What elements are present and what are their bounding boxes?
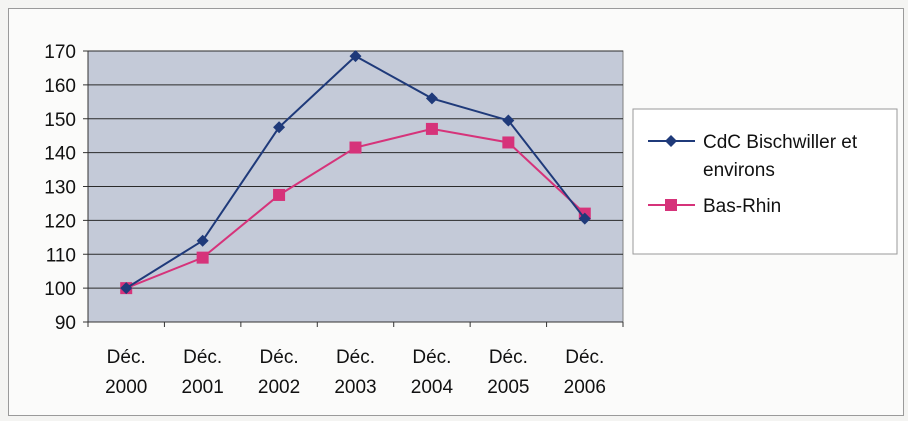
series-group — [120, 50, 591, 295]
x-tick-label: 2006 — [564, 377, 606, 398]
data-point — [502, 114, 515, 127]
y-tick-labels: 90 100 110 120 130 140 150 160 170 — [44, 42, 88, 334]
y-tick-label: 160 — [44, 76, 76, 97]
legend-label: Bas-Rhin — [703, 196, 781, 217]
y-tick-label: 100 — [44, 279, 76, 300]
x-tick-label: Déc. — [489, 347, 528, 368]
data-point — [349, 50, 362, 63]
y-tick-label: 150 — [44, 110, 76, 131]
legend-box — [632, 108, 898, 255]
x-tick-labels: Déc. 2000 Déc. 2001 Déc. 2002 Déc. 2003 Déc. 2004… — [87, 322, 624, 398]
x-tick-label: Déc. — [336, 347, 375, 368]
y-tick-label: 120 — [44, 211, 76, 232]
data-point — [196, 251, 209, 264]
legend: CdC Bischwiller et environs Bas-Rhin — [648, 132, 858, 217]
x-tick-label: 2002 — [258, 377, 300, 398]
legend-marker — [665, 199, 677, 211]
x-tick-label: 2001 — [182, 377, 224, 398]
y-tick-label: 140 — [44, 144, 76, 165]
data-point — [425, 122, 438, 135]
y-tick-label: 130 — [44, 178, 76, 199]
series-layer — [120, 50, 591, 295]
y-tick-label: 170 — [44, 42, 76, 63]
x-tick-label: Déc. — [107, 347, 146, 368]
x-tick-label: Déc. — [412, 347, 451, 368]
data-point — [349, 141, 362, 154]
data-point — [502, 136, 515, 149]
x-tick-label: Déc. — [260, 347, 299, 368]
data-point — [273, 121, 286, 134]
x-tick-label: 2000 — [105, 377, 147, 398]
data-point — [425, 92, 438, 105]
x-tick-label: 2004 — [411, 377, 454, 398]
legend-label: environs — [703, 160, 775, 181]
x-tick-label: 2005 — [487, 377, 529, 398]
data-point — [196, 234, 209, 247]
y-tick-label: 110 — [46, 245, 76, 266]
data-point — [578, 212, 591, 225]
legend-marker — [665, 135, 677, 147]
data-point — [120, 282, 133, 295]
legend-label: CdC Bischwiller et — [703, 132, 858, 153]
y-tick-label: 90 — [55, 313, 76, 334]
data-point — [273, 188, 286, 201]
x-tick-label: Déc. — [183, 347, 222, 368]
x-tick-label: 2003 — [334, 377, 376, 398]
x-tick-label: Déc. — [565, 347, 604, 368]
